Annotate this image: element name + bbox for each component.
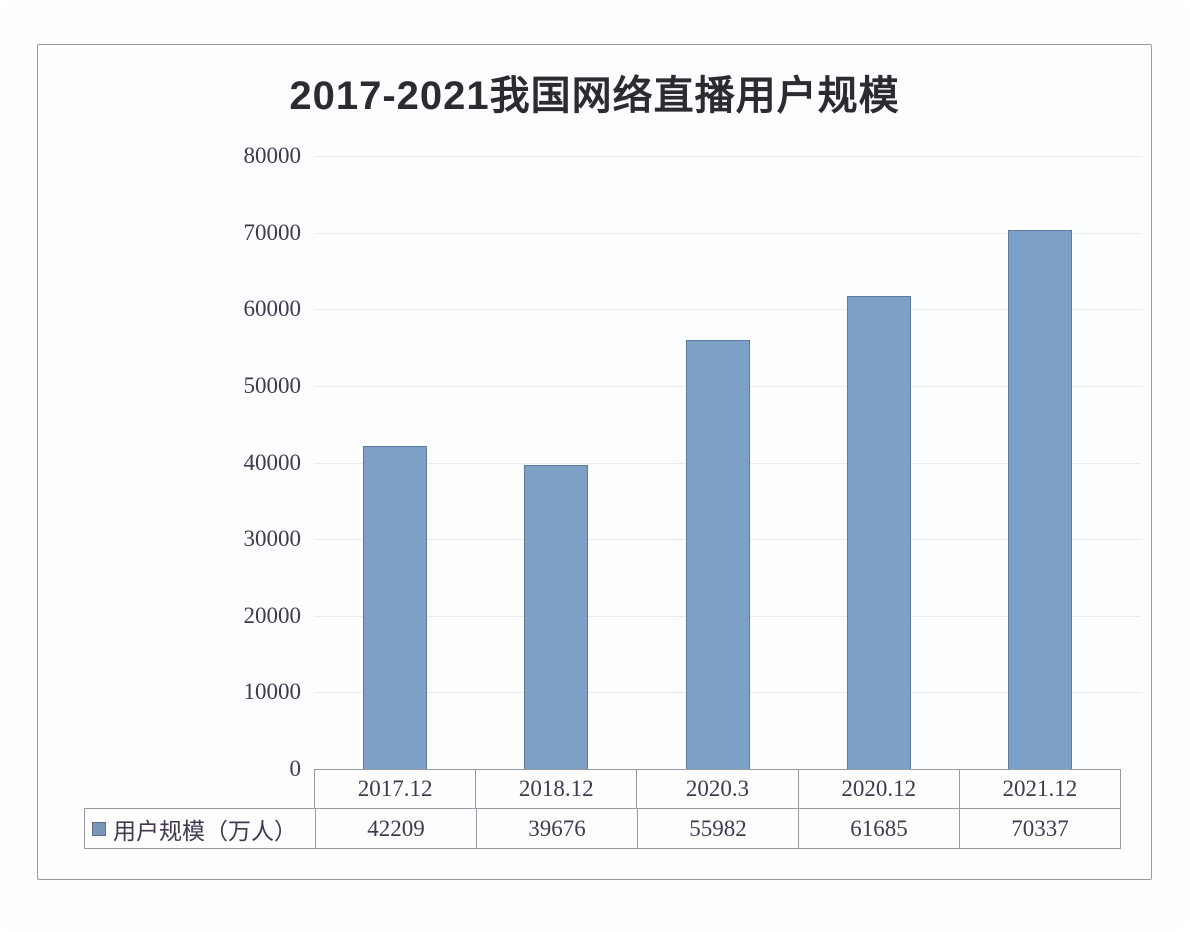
gridline xyxy=(314,309,1141,311)
value-cell: 61685 xyxy=(798,809,959,848)
legend-swatch-icon xyxy=(92,821,106,836)
y-tick-label: 60000 xyxy=(243,296,302,322)
y-tick-label: 80000 xyxy=(243,143,302,168)
value-cell: 70337 xyxy=(959,809,1120,848)
value-cell: 42209 xyxy=(315,809,476,848)
bar-2017.12 xyxy=(362,445,427,769)
category-row: 2017.12 2018.12 2020.3 2020.12 2021.12 xyxy=(314,769,1121,809)
value-row: 用户规模（万人） 42209 39676 55982 61685 70337 xyxy=(84,808,1121,849)
y-tick-label: 40000 xyxy=(243,449,302,475)
y-tick-label: 0 xyxy=(289,756,302,781)
value-cell: 39676 xyxy=(476,809,637,848)
bar-2018.12 xyxy=(524,464,589,769)
y-tick-label: 50000 xyxy=(243,372,302,398)
bar-2020.12 xyxy=(846,296,911,769)
category-cell: 2020.12 xyxy=(797,770,959,808)
category-cell: 2017.12 xyxy=(357,776,433,801)
y-tick-label: 20000 xyxy=(243,602,302,628)
value-cell: 55982 xyxy=(637,809,798,848)
legend-cell: 用户规模（万人） xyxy=(85,809,315,848)
legend-label: 用户规模（万人） xyxy=(113,818,297,844)
y-tick-label: 70000 xyxy=(243,219,302,245)
gridline xyxy=(314,156,1141,157)
gridline xyxy=(314,232,1141,234)
category-cell: 2021.12 xyxy=(958,770,1120,808)
chart-frame: 2017-2021我国网络直播用户规模 80000 70000 60000 50000… xyxy=(37,44,1152,880)
y-tick-label: 10000 xyxy=(243,679,302,705)
y-tick-label: 30000 xyxy=(243,526,302,552)
category-cell: 2018.12 xyxy=(475,770,636,808)
category-cell: 2020.3 xyxy=(636,770,797,808)
chart-title: 2017-2021我国网络直播用户规模 xyxy=(289,74,900,118)
bar-2021.12 xyxy=(1008,230,1073,769)
bar-2020.3 xyxy=(685,340,750,769)
